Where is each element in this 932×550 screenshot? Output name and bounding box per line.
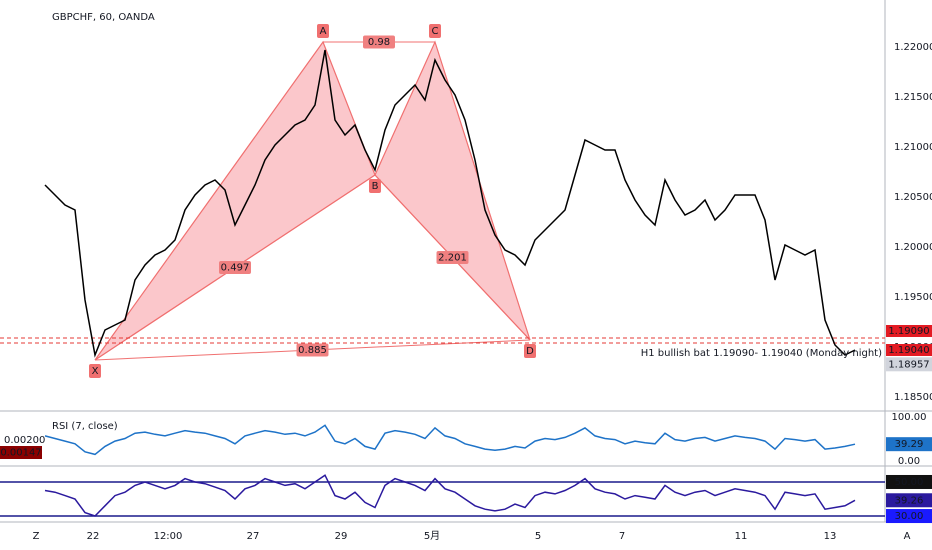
last-price-box xyxy=(886,357,932,372)
last-value-label: 39.29 xyxy=(895,439,924,450)
x-tick-label: 5 xyxy=(535,531,541,542)
x-tick-label: 5月 xyxy=(424,530,440,542)
y-tick-label: 1.18500 xyxy=(894,392,932,403)
y-tick-label: 1.19500 xyxy=(894,292,932,303)
y-tick-label: 100.00 xyxy=(892,412,927,423)
y-tick-label: 30.00 xyxy=(895,511,924,522)
pattern-ratio: 0.98 xyxy=(368,37,390,48)
symbol-title: GBPCHF, 60, OANDA xyxy=(52,12,155,23)
pattern-point-label: C xyxy=(432,26,439,37)
pattern-point-label: B xyxy=(372,181,379,192)
x-tick-label: 12:00 xyxy=(154,531,183,542)
level-price-label: 1.19090 xyxy=(888,326,929,337)
pattern-point-label: D xyxy=(526,346,534,357)
last-value-box xyxy=(886,493,932,508)
pattern-point-box xyxy=(317,24,329,38)
indicator-line xyxy=(44,474,856,517)
pattern-point-box xyxy=(524,344,536,358)
y-tick-label: 1.20500 xyxy=(894,192,932,203)
x-tick-label: 11 xyxy=(735,531,748,542)
annotation: H1 bullish bat 1.19090- 1.19040 (Monday … xyxy=(641,348,882,359)
side-label: 0.00147 xyxy=(0,448,41,459)
level-price-box xyxy=(886,344,932,356)
indicator-line xyxy=(44,424,856,456)
pattern-ratio: 0.497 xyxy=(221,263,250,274)
toolbar-button[interactable]: A xyxy=(904,531,911,542)
pane-title: RSI (7, close) xyxy=(52,421,118,432)
pattern-ratio-box xyxy=(363,35,395,49)
last-value-box xyxy=(886,437,932,452)
y-tick-label: 1.22000 xyxy=(894,42,932,53)
side-label-box xyxy=(0,446,42,459)
x-tick-label: 13 xyxy=(824,531,837,542)
pattern-point-box xyxy=(369,179,381,193)
last-price-label: 1.18957 xyxy=(888,359,929,370)
y-tick-label: 50.00 xyxy=(895,477,924,488)
pattern-point-label: X xyxy=(92,366,99,377)
x-tick-label: 27 xyxy=(247,531,260,542)
pattern-ratio-box xyxy=(436,251,469,264)
x-tick-label: 22 xyxy=(87,531,100,542)
price-line xyxy=(44,49,856,358)
level-price-box xyxy=(886,325,932,337)
pattern-point-label: A xyxy=(320,26,327,37)
y-tick-label: 1.21500 xyxy=(894,92,932,103)
x-tick-label: 29 xyxy=(335,531,348,542)
pattern-ratio: 0.885 xyxy=(298,345,327,356)
pattern-point-box xyxy=(89,364,101,378)
y-tick-label: 0.00 xyxy=(898,456,920,467)
pattern-ratio: 2.201 xyxy=(438,253,467,264)
level-price-label: 1.19040 xyxy=(888,345,929,356)
y-tick-label: 1.20000 xyxy=(894,242,932,253)
side-label: 0.00200 xyxy=(4,435,45,446)
y-tick-box xyxy=(886,474,932,489)
toolbar-button[interactable]: Z xyxy=(33,531,40,542)
pattern-ratio-box xyxy=(219,261,251,274)
pattern-point-box xyxy=(429,24,441,38)
x-tick-label: 7 xyxy=(619,531,625,542)
y-tick-box xyxy=(886,509,932,524)
last-value-label: 39.26 xyxy=(895,495,924,506)
pattern-ratio-box xyxy=(296,343,329,357)
y-tick-label: 1.21000 xyxy=(894,142,932,153)
